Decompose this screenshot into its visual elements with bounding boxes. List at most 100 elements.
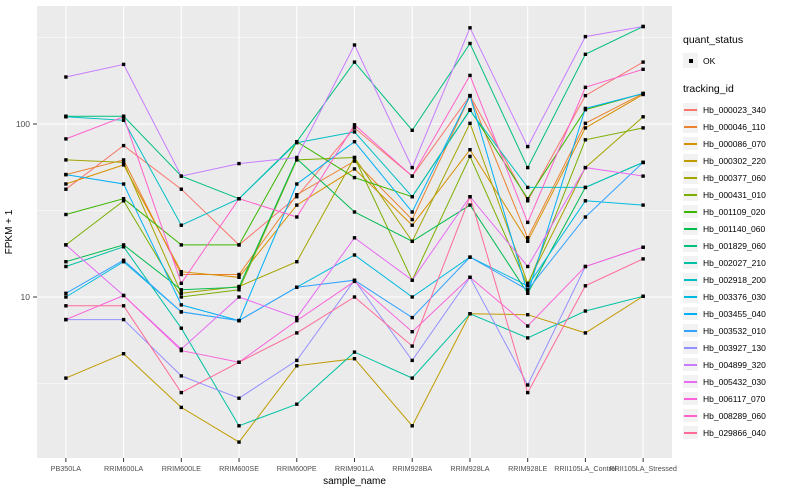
data-point: [583, 52, 588, 56]
data-point: [352, 279, 357, 284]
data-point: [468, 93, 472, 98]
data-point: [179, 223, 183, 227]
data-point: [352, 167, 357, 171]
data-point: [526, 336, 530, 340]
legend-item: Hb_000302_220: [683, 152, 798, 169]
data-point: [468, 154, 472, 159]
legend-item: Hb_005432_030: [683, 373, 798, 390]
data-point: [352, 350, 357, 354]
legend-item-label: Hb_002027_210: [703, 257, 766, 268]
point-marker-icon: [688, 58, 693, 63]
line-swatch-color: [684, 346, 697, 349]
data-point: [352, 126, 357, 130]
data-point: [237, 396, 241, 400]
data-point: [352, 123, 357, 127]
legend-item: Hb_002918_200: [683, 271, 798, 288]
data-point: [179, 310, 183, 314]
data-point: [295, 195, 299, 199]
legend-item-label: Hb_002918_200: [703, 274, 766, 285]
data-point: [410, 376, 414, 380]
data-point: [121, 243, 126, 247]
data-point: [237, 424, 241, 428]
legend-item-label: Hb_000086_070: [703, 138, 766, 149]
data-point: [64, 317, 68, 322]
legend-item-label: Hb_003455_040: [703, 308, 766, 319]
data-point: [179, 405, 183, 410]
data-point: [179, 303, 183, 307]
data-point: [410, 424, 414, 428]
line-swatch-color: [684, 227, 697, 230]
data-point: [583, 126, 588, 130]
legend-item-label: Hb_000046_110: [703, 121, 766, 132]
legend-item-label: Hb_006117_070: [703, 393, 766, 404]
data-point: [295, 318, 299, 323]
legend-item-label: Hb_001140_060: [703, 223, 766, 234]
line-swatch-icon: [683, 375, 698, 388]
data-point: [121, 258, 126, 262]
data-point: [410, 295, 414, 299]
data-point: [410, 217, 414, 222]
data-point: [295, 364, 299, 368]
data-point: [526, 185, 530, 190]
legend-item: Hb_000086_070: [683, 135, 798, 152]
data-point: [583, 165, 588, 170]
line-swatch-color: [684, 363, 697, 366]
data-point: [641, 257, 645, 261]
data-point: [410, 358, 414, 363]
data-point: [64, 115, 68, 119]
line-swatch-icon: [683, 120, 698, 133]
tracking-id-legend-title: tracking_id: [683, 83, 734, 95]
data-point: [121, 304, 126, 308]
data-point: [583, 185, 588, 190]
data-point: [179, 281, 183, 285]
data-point: [295, 260, 299, 264]
line-swatch-color: [684, 380, 697, 383]
line-swatch-icon: [683, 307, 698, 320]
data-point: [468, 26, 472, 30]
data-point: [64, 304, 68, 308]
legend-item: Hb_029866_040: [683, 424, 798, 441]
data-point: [583, 138, 588, 142]
data-point: [179, 243, 183, 247]
data-point: [64, 376, 68, 380]
line-swatch-color: [684, 244, 697, 247]
line-swatch-color: [684, 176, 697, 179]
data-point: [64, 158, 68, 162]
data-point: [64, 291, 68, 295]
data-point: [410, 344, 414, 348]
data-point: [526, 236, 530, 240]
data-point: [526, 288, 530, 292]
data-point: [583, 215, 588, 219]
y-tick-label: 100: [16, 119, 30, 129]
line-swatch-icon: [683, 103, 698, 116]
data-point: [295, 285, 299, 289]
data-point: [237, 197, 241, 201]
legend-item-label: Hb_029866_040: [703, 427, 766, 438]
data-point: [641, 115, 645, 119]
data-point: [641, 174, 645, 178]
data-point: [641, 294, 645, 298]
x-tick-label: RRIM928LA: [450, 464, 489, 473]
legend-item: Hb_000431_010: [683, 186, 798, 203]
line-swatch-color: [684, 278, 697, 281]
data-point: [583, 121, 588, 125]
data-point: [121, 62, 126, 67]
data-point: [526, 220, 530, 225]
legend-item-label: Hb_000431_010: [703, 189, 766, 200]
data-point: [410, 174, 414, 178]
legend-item-ok: OK: [683, 52, 798, 69]
data-point: [583, 331, 588, 335]
data-point: [179, 291, 183, 295]
data-point: [352, 159, 357, 163]
data-point: [583, 93, 588, 98]
data-point: [526, 281, 530, 285]
data-point: [179, 326, 183, 330]
data-point: [121, 293, 126, 298]
data-point: [179, 348, 183, 353]
line-swatch-icon: [683, 426, 698, 439]
data-point: [352, 155, 357, 160]
data-point: [641, 160, 645, 165]
x-tick-label: RRIM600LE: [162, 464, 201, 473]
data-point: [352, 43, 357, 47]
